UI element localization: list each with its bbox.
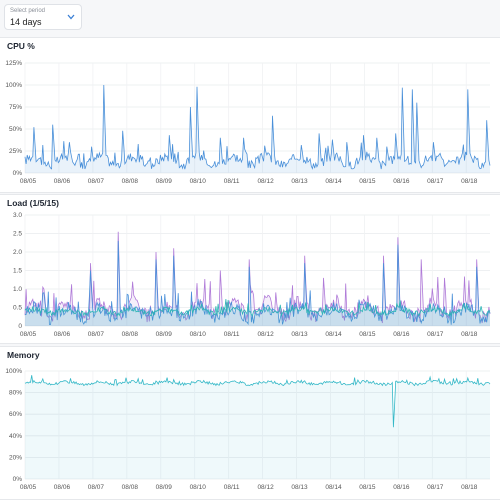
y-tick-label: 100% bbox=[5, 368, 22, 375]
x-tick-label: 08/11 bbox=[224, 331, 240, 338]
x-tick-label: 08/05 bbox=[20, 331, 37, 338]
x-tick-label: 08/15 bbox=[359, 331, 376, 338]
y-tick-label: 125% bbox=[5, 60, 22, 67]
load-chart: 0 0.5 1.0 1.5 2.0 2.5 3.0 08/05 08/06 08/07 08/08 0… bbox=[13, 212, 491, 338]
y-tick-label: 0.5 bbox=[13, 305, 22, 312]
x-tick-label: 08/11 bbox=[224, 484, 240, 491]
series-line bbox=[24, 299, 491, 318]
x-tick-label: 08/07 bbox=[88, 331, 105, 338]
y-tick-label: 20% bbox=[9, 454, 22, 461]
memory-chart: 0% 20% 40% 60% 80% 100% 08/05 08/06 08/07 08/08 08… bbox=[5, 368, 491, 491]
x-tick-label: 08/17 bbox=[427, 331, 444, 338]
x-tick-label: 08/10 bbox=[190, 331, 207, 338]
cpu-chart-panel: 0% 25% 50% 75% 100% 125% 08/05 08/06 08/07 08/08 0… bbox=[0, 37, 500, 193]
cpu-chart: 0% 25% 50% 75% 100% 125% 08/05 08/06 08/07 08/08 0… bbox=[5, 60, 491, 185]
series-line bbox=[24, 375, 491, 428]
y-tick-label: 60% bbox=[9, 411, 22, 418]
period-select-value: 14 days bbox=[10, 17, 42, 27]
y-tick-label: 75% bbox=[9, 104, 22, 111]
load-chart-title: Load (1/5/15) bbox=[7, 198, 59, 208]
x-tick-label: 08/05 bbox=[20, 484, 37, 491]
x-tick-label: 08/07 bbox=[88, 178, 105, 185]
y-tick-label: 50% bbox=[9, 126, 22, 133]
x-tick-label: 08/12 bbox=[257, 178, 274, 185]
period-select-label: Select period bbox=[10, 8, 46, 14]
x-tick-label: 08/09 bbox=[156, 178, 173, 185]
x-tick-label: 08/10 bbox=[190, 484, 207, 491]
x-tick-label: 08/13 bbox=[291, 178, 308, 185]
y-tick-label: 0% bbox=[13, 170, 23, 177]
x-tick-label: 08/17 bbox=[427, 178, 444, 185]
x-tick-label: 08/14 bbox=[325, 484, 342, 491]
x-tick-label: 08/08 bbox=[122, 484, 139, 491]
x-tick-label: 08/12 bbox=[257, 331, 274, 338]
series-area bbox=[25, 375, 490, 479]
y-tick-label: 0 bbox=[18, 323, 22, 330]
x-tick-label: 08/13 bbox=[291, 484, 308, 491]
x-tick-label: 08/15 bbox=[359, 178, 376, 185]
y-tick-label: 25% bbox=[9, 148, 22, 155]
x-tick-label: 08/08 bbox=[122, 178, 139, 185]
x-tick-label: 08/16 bbox=[393, 484, 410, 491]
x-tick-label: 08/16 bbox=[393, 178, 410, 185]
x-tick-label: 08/09 bbox=[156, 484, 173, 491]
x-tick-label: 08/06 bbox=[54, 331, 71, 338]
y-tick-label: 100% bbox=[5, 82, 22, 89]
y-tick-label: 3.0 bbox=[13, 212, 22, 219]
series-area bbox=[25, 85, 490, 173]
x-tick-label: 08/14 bbox=[325, 178, 342, 185]
y-tick-label: 80% bbox=[9, 390, 22, 397]
x-tick-label: 08/09 bbox=[156, 331, 173, 338]
x-tick-label: 08/18 bbox=[461, 331, 478, 338]
x-tick-label: 08/06 bbox=[54, 484, 71, 491]
y-tick-label: 40% bbox=[9, 433, 22, 440]
x-tick-label: 08/13 bbox=[291, 331, 308, 338]
series-line bbox=[24, 231, 491, 324]
load-chart-panel: 0 0.5 1.0 1.5 2.0 2.5 3.0 08/05 08/06 08/07 08/08 0… bbox=[0, 194, 500, 344]
chevron-down-icon bbox=[67, 14, 75, 20]
series-line bbox=[24, 240, 491, 326]
y-tick-label: 1.0 bbox=[13, 286, 22, 293]
x-tick-label: 08/10 bbox=[190, 178, 207, 185]
x-tick-label: 08/18 bbox=[461, 178, 478, 185]
y-tick-label: 2.5 bbox=[13, 231, 22, 238]
x-tick-label: 08/07 bbox=[88, 484, 105, 491]
y-tick-label: 0% bbox=[13, 476, 23, 483]
x-tick-label: 08/18 bbox=[461, 484, 478, 491]
x-tick-label: 08/11 bbox=[224, 178, 240, 185]
x-tick-label: 08/12 bbox=[257, 484, 274, 491]
period-select[interactable]: Select period 14 days bbox=[4, 4, 82, 30]
memory-chart-title: Memory bbox=[7, 350, 40, 360]
x-tick-label: 08/15 bbox=[359, 484, 376, 491]
x-tick-label: 08/08 bbox=[122, 331, 139, 338]
series-area bbox=[25, 299, 490, 326]
y-tick-label: 1.5 bbox=[13, 268, 22, 275]
x-tick-label: 08/05 bbox=[20, 178, 37, 185]
cpu-chart-title: CPU % bbox=[7, 41, 35, 51]
x-tick-label: 08/17 bbox=[427, 484, 444, 491]
y-tick-label: 2.0 bbox=[13, 249, 22, 256]
x-tick-label: 08/16 bbox=[393, 331, 410, 338]
x-tick-label: 08/06 bbox=[54, 178, 71, 185]
series-line bbox=[24, 84, 491, 170]
memory-chart-panel: 0% 20% 40% 60% 80% 100% 08/05 08/06 08/07 08/08 08… bbox=[0, 346, 500, 500]
x-tick-label: 08/14 bbox=[325, 331, 342, 338]
